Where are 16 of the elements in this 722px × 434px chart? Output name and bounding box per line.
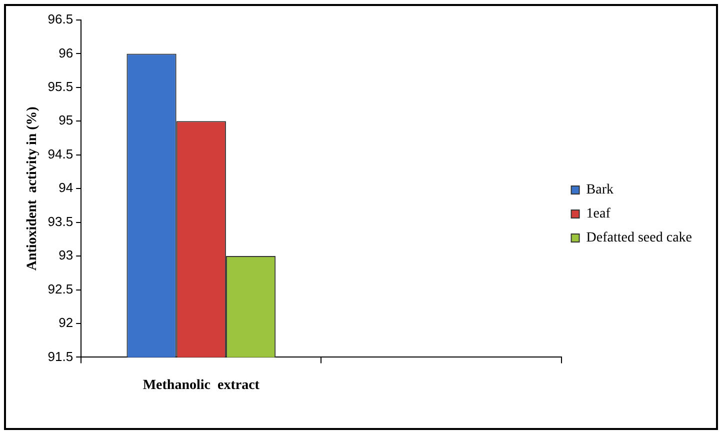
y-tick-label: 94.5 xyxy=(48,146,74,162)
y-tick-label: 93.5 xyxy=(48,214,74,229)
legend-label: Defatted seed cake xyxy=(586,230,692,246)
y-tick-label: 96 xyxy=(58,45,74,60)
y-tick-label: 91.5 xyxy=(48,348,74,364)
y-tick-label: 94 xyxy=(58,180,74,196)
y-tick-label: 92.5 xyxy=(48,281,74,296)
y-tick-label: 95 xyxy=(58,112,74,128)
y-tick-label: 96.5 xyxy=(48,12,74,27)
y-tick-label: 93 xyxy=(58,248,74,263)
legend-label: Bark xyxy=(586,182,614,198)
y-axis-title: Antioxident activity in (%) xyxy=(25,106,40,271)
legend-label: 1eaf xyxy=(586,206,611,222)
x-tick-label: Methanolic extract xyxy=(142,378,260,394)
y-tick-label: 95.5 xyxy=(48,79,74,94)
y-tick-label: 92 xyxy=(58,315,74,330)
